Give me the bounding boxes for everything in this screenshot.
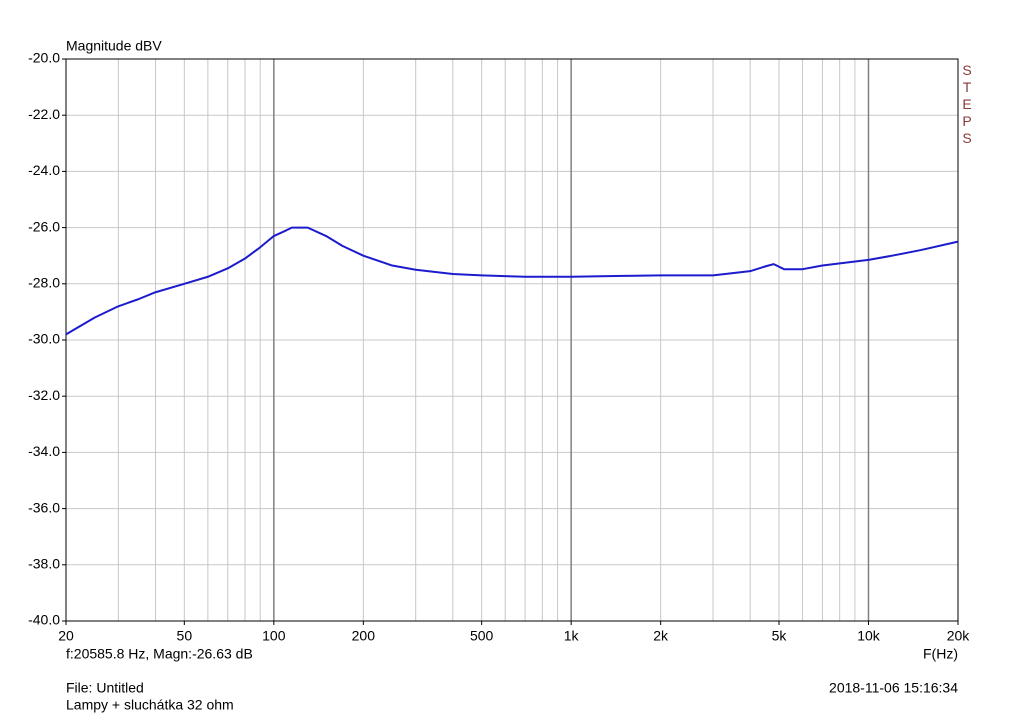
- x-tick-label: 50: [177, 628, 193, 644]
- plot-frame: [65, 58, 959, 622]
- y-axis-label: Magnitude dBV: [66, 38, 162, 54]
- y-tick-label: -24.0: [28, 162, 60, 178]
- x-tick-label: 2k: [653, 628, 669, 644]
- x-tick-label: 500: [470, 628, 494, 644]
- y-tick-label: -22.0: [28, 106, 60, 122]
- y-tick-label: -32.0: [28, 387, 60, 403]
- x-tick-label: 10k: [857, 628, 881, 644]
- x-tick-label: 20: [58, 628, 74, 644]
- x-tick-label: 20k: [947, 628, 971, 644]
- y-tick-label: -38.0: [28, 556, 60, 572]
- y-tick-label: -26.0: [28, 218, 60, 234]
- x-tick-label: 5k: [772, 628, 788, 644]
- y-tick-label: -30.0: [28, 331, 60, 347]
- y-tick-label: -20.0: [28, 50, 60, 66]
- x-tick-label: 1k: [564, 628, 580, 644]
- y-tick-label: -34.0: [28, 443, 60, 459]
- timestamp: 2018-11-06 15:16:34: [829, 680, 958, 696]
- x-axis-label: F(Hz): [923, 646, 958, 662]
- watermark: STEPS: [959, 62, 975, 147]
- y-tick-label: -40.0: [28, 612, 60, 628]
- cursor-readout: f:20585.8 Hz, Magn:-26.63 dB: [66, 646, 253, 662]
- file-label: File: Untitled: [66, 680, 144, 696]
- y-tick-label: -36.0: [28, 499, 60, 515]
- x-tick-label: 100: [262, 628, 286, 644]
- x-tick-label: 200: [352, 628, 376, 644]
- response-line: [65, 226, 959, 336]
- y-tick-label: -28.0: [28, 275, 60, 291]
- description: Lampy + sluchátka 32 ohm: [66, 697, 234, 713]
